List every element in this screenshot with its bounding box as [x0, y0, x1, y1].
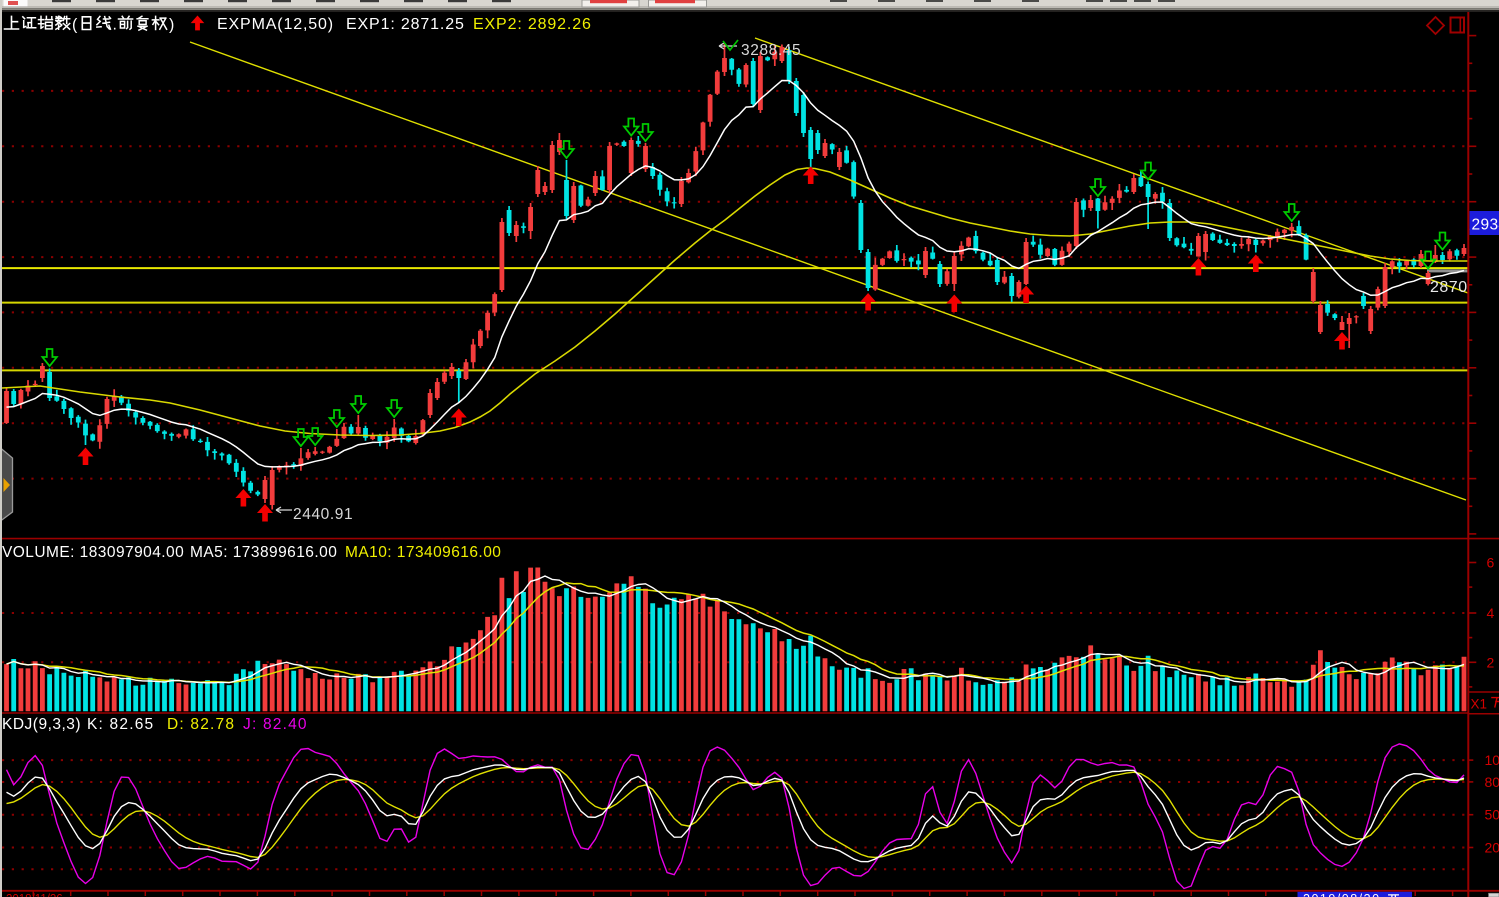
svg-text:2934: 2934	[1472, 217, 1499, 234]
svg-text:3288.45: 3288.45	[741, 42, 801, 59]
svg-text:2870: 2870	[1430, 279, 1468, 296]
svg-text:.: .	[113, 17, 117, 34]
svg-text:D: 82.78: D: 82.78	[167, 716, 235, 733]
svg-text:6: 6	[1487, 555, 1495, 571]
svg-text:VOLUME: 183097904.00: VOLUME: 183097904.00	[2, 544, 184, 561]
svg-text:EXP1: 2871.25: EXP1: 2871.25	[346, 16, 465, 33]
svg-text:2018/11/26: 2018/11/26	[6, 894, 63, 897]
svg-text:EXPMA(12,50): EXPMA(12,50)	[217, 16, 334, 33]
svg-text:K: 82.65: K: 82.65	[87, 716, 154, 733]
svg-text:J: 82.40: J: 82.40	[243, 716, 308, 733]
svg-text:2440.91: 2440.91	[293, 506, 353, 523]
svg-text:(: (	[72, 17, 78, 34]
svg-text:2: 2	[1487, 654, 1495, 670]
svg-text:80: 80	[1485, 774, 1499, 790]
svg-text:): )	[169, 17, 174, 34]
svg-text:EXP2: 2892.26: EXP2: 2892.26	[473, 16, 592, 33]
svg-text:2019/08/30: 2019/08/30	[1303, 892, 1381, 897]
svg-text:4: 4	[1487, 605, 1495, 621]
svg-text:100: 100	[1485, 752, 1499, 768]
svg-text:20: 20	[1485, 840, 1499, 856]
svg-text:50: 50	[1485, 807, 1499, 823]
svg-text:MA10: 173409616.00: MA10: 173409616.00	[345, 544, 501, 561]
svg-text:KDJ(9,3,3): KDJ(9,3,3)	[2, 716, 81, 733]
svg-text:X1: X1	[1471, 697, 1488, 712]
svg-text:MA5: 173899616.00: MA5: 173899616.00	[190, 544, 337, 561]
